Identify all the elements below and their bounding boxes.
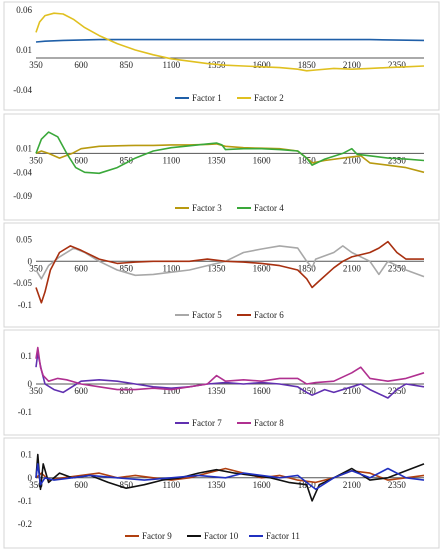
x-tick-label: 2100 [343,386,362,396]
x-tick-label: 850 [119,480,133,490]
chart-panel-5: 0.10-0.1-0.2350 600 850 1100 1350 1600 1850 210… [3,437,440,549]
x-tick-label: 2350 [388,386,407,396]
x-tick-label: 1850 [298,386,317,396]
series-line-factor-1 [35,38,425,43]
series-line-factor-4 [35,131,425,175]
chart-panel-3: 0.05 0 -0.05 -0.1 350 600 850 1100 1350 1600 1850 2… [3,222,440,328]
y-tick-label: 0.1 [21,450,32,460]
x-tick-label: 350 [29,386,43,396]
x-tick-label: 2350 [388,155,407,165]
y-tick-label: 0 [28,379,33,389]
series-line-factor-6 [35,240,424,304]
x-tick-label: 1350 [207,386,226,396]
x-tick-label: 1350 [207,263,226,273]
y-tick-label: -0.05 [13,278,32,288]
x-tick-label: 1600 [253,60,272,70]
x-tick-label: 2100 [343,60,362,70]
x-tick-label: 1600 [253,480,272,490]
x-tick-label: 600 [74,386,88,396]
series-line-factor-2 [35,12,425,72]
x-tick-label: 850 [119,263,133,273]
panel-border [3,1,440,111]
x-tick-label: 2350 [388,60,407,70]
y-tick-label: -0.09 [13,191,32,201]
x-tick-label: 1850 [298,155,317,165]
legend-label: Factor 5 [192,310,222,320]
y-tick-label: 0 [28,473,33,483]
y-tick-label: 0.05 [16,234,32,244]
y-tick-label: -0.1 [18,496,32,506]
y-tick-label: 0 [28,256,33,266]
chart-panel-2: 0.01 -0.04 -0.09 350 600 850 1100 1350 1600 1850 2… [3,113,440,221]
y-tick-label: 0.01 [16,45,32,55]
y-tick-label: -0.1 [18,300,32,310]
legend-label: Factor 8 [254,418,284,428]
x-tick-label: 1100 [163,480,181,490]
y-tick-label: -0.04 [13,167,32,177]
y-tick-label: 0.06 [16,5,32,15]
x-tick-label: 2350 [388,480,407,490]
x-tick-label: 600 [74,155,88,165]
legend-label: Factor 6 [254,310,284,320]
legend-label: Factor 11 [266,531,300,541]
panel-border [3,222,440,328]
x-tick-label: 1100 [163,155,181,165]
series-line-factor-7 [35,352,425,399]
x-tick-label: 1350 [207,480,226,490]
panel-border [3,113,440,221]
x-tick-label: 1850 [298,60,317,70]
x-tick-label: 1350 [207,155,226,165]
series-line-factor-8 [35,346,425,391]
x-tick-label: 350 [29,60,43,70]
x-tick-label: 850 [119,386,133,396]
x-tick-label: 850 [119,60,133,70]
x-tick-label: 1100 [163,263,181,273]
legend-label: Factor 10 [204,531,239,541]
y-tick-label: -0.1 [18,407,32,417]
x-tick-label: 1600 [253,263,272,273]
y-tick-label: -0.04 [13,85,32,95]
x-tick-label: 600 [74,60,88,70]
x-tick-label: 350 [29,263,43,273]
x-tick-label: 2350 [388,263,407,273]
legend-label: Factor 1 [192,93,222,103]
series-line-factor-11 [35,463,425,491]
chart-panel-4: 0.1 0 -0.1 350 600 850 1100 1350 1600 1850 2100 235… [3,329,440,436]
legend-label: Factor 3 [192,203,222,213]
x-tick-label: 850 [119,155,133,165]
x-tick-label: 350 [29,155,43,165]
y-tick-label: 0.01 [16,144,32,154]
x-tick-label: 1600 [253,155,272,165]
x-tick-label: 1600 [253,386,272,396]
x-tick-label: 2100 [343,263,362,273]
legend-label: Factor 4 [254,203,284,213]
series-line-factor-10 [35,453,425,502]
x-tick-label: 350 [29,480,43,490]
x-tick-label: 2100 [343,155,362,165]
panel-border [3,437,440,549]
legend-label: Factor 2 [254,93,284,103]
y-tick-label: 0.1 [21,351,32,361]
x-tick-label: 1100 [163,60,181,70]
x-tick-label: 600 [74,263,88,273]
x-tick-label: 2100 [343,480,362,490]
x-tick-label: 1100 [163,386,181,396]
legend-label: Factor 9 [142,531,172,541]
x-tick-label: 600 [74,480,88,490]
x-tick-label: 1850 [298,263,317,273]
legend-label: Factor 7 [192,418,222,428]
y-tick-label: -0.2 [18,519,32,529]
